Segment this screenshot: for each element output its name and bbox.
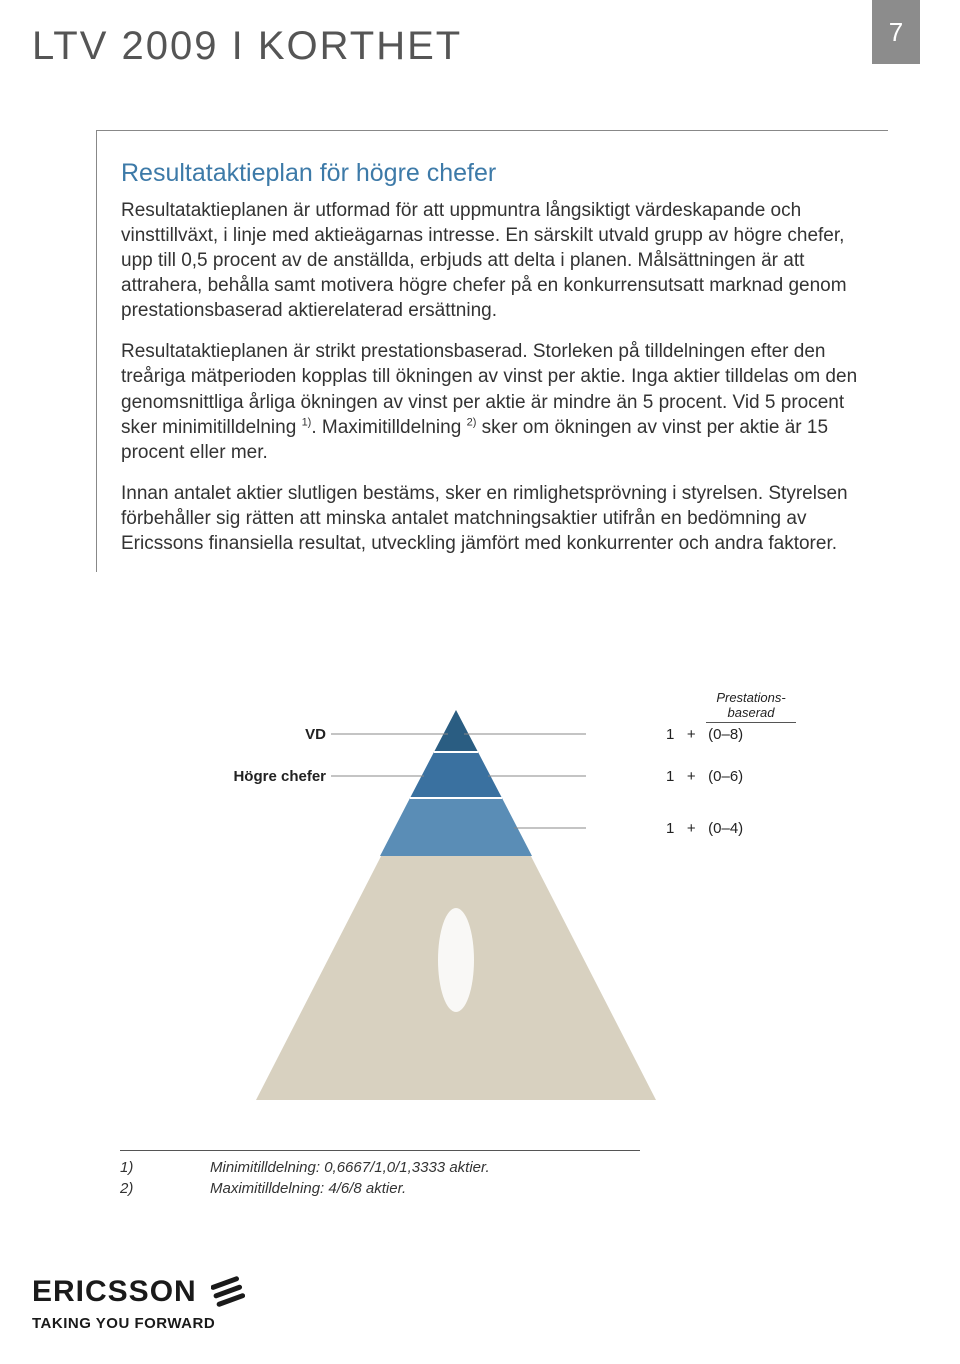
pyramid-svg (246, 700, 666, 1120)
content-box: Resultataktieplan för högre chefer Resul… (96, 130, 888, 572)
footnote-2-num: 2) (120, 1180, 210, 1197)
annot-1-one: 1 (666, 726, 674, 743)
footnote-1-text: Minimitilldelning: 0,6667/1,0/1,3333 akt… (210, 1159, 490, 1176)
section-title: Resultataktieplan för högre chefer (121, 159, 864, 188)
annot-row-1: 1 + (0–8) (666, 726, 743, 743)
annot-3-plus: + (687, 820, 696, 837)
pyramid-tier-3 (380, 798, 532, 856)
annot-3-range: (0–4) (708, 820, 743, 837)
page-title: LTV 2009 I KORTHET (32, 24, 462, 69)
logo-wordmark: ERICSSON (32, 1275, 197, 1309)
brand-logo-block: ERICSSON TAKING YOU FORWARD (32, 1275, 245, 1332)
paragraph-1: Resultataktieplanen är utformad för att … (121, 198, 864, 323)
annot-header: Prestations- baserad (706, 690, 796, 723)
footnote-1: 1) Minimitilldelning: 0,6667/1,0/1,3333 … (120, 1159, 640, 1176)
logo-row: ERICSSON (32, 1275, 245, 1309)
logo-tagline: TAKING YOU FORWARD (32, 1315, 245, 1332)
annot-2-range: (0–6) (708, 768, 743, 785)
para2-part-b: . Maximitilldelning (311, 417, 466, 438)
annot-header-bot: baserad (728, 705, 775, 720)
ericsson-stripes-icon (211, 1275, 245, 1309)
footnote-1-num: 1) (120, 1159, 210, 1176)
annot-header-underline (706, 722, 796, 723)
footnote-ref-2: 2) (467, 416, 477, 428)
footnote-2: 2) Maximitilldelning: 4/6/8 aktier. (120, 1180, 640, 1197)
paragraph-2: Resultataktieplanen är strikt prestation… (121, 339, 864, 464)
annot-1-range: (0–8) (708, 726, 743, 743)
footnotes: 1) Minimitilldelning: 0,6667/1,0/1,3333 … (120, 1150, 640, 1201)
page-number: 7 (872, 0, 920, 64)
annot-row-2: 1 + (0–6) (666, 768, 743, 785)
pyramid-tier-2 (410, 752, 502, 798)
annot-header-top: Prestations- (716, 690, 785, 705)
paragraph-3: Innan antalet aktier slutligen bestäms, … (121, 481, 864, 556)
footnote-2-text: Maximitilldelning: 4/6/8 aktier. (210, 1180, 406, 1197)
annot-row-3: 1 + (0–4) (666, 820, 743, 837)
label-hogre-chefer: Högre chefer (186, 768, 326, 785)
footnote-ref-1: 1) (302, 416, 312, 428)
annot-2-plus: + (687, 768, 696, 785)
annot-2-one: 1 (666, 768, 674, 785)
annot-1-plus: + (687, 726, 696, 743)
label-vd: VD (216, 726, 326, 743)
cursor-oval (438, 908, 474, 1012)
annot-3-one: 1 (666, 820, 674, 837)
pyramid-diagram: Prestations- baserad VD Högre chefer 1 +… (96, 700, 888, 1120)
pyramid-tier-1 (434, 710, 478, 752)
